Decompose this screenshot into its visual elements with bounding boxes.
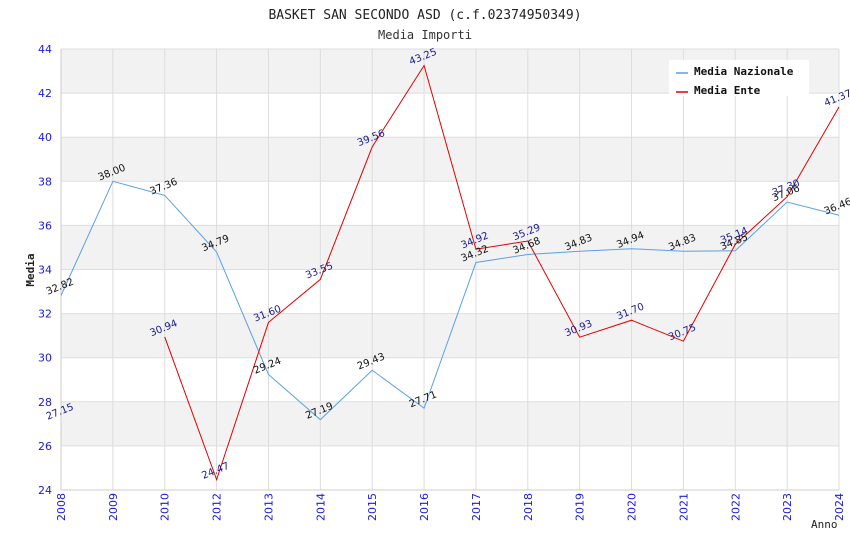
y-tick-label: 24: [38, 484, 52, 497]
x-tick-label: 2019: [574, 493, 587, 521]
band: [61, 269, 839, 314]
chart-subtitle: Media Importi: [378, 28, 472, 42]
x-tick-label: 2023: [781, 493, 794, 521]
x-axis-ticks: 2008 2009 2010 2012 2013 2014 2015 2016 2017 2018…: [55, 493, 846, 521]
x-tick-label: 2010: [159, 493, 172, 521]
chart-title: BASKET SAN SECONDO ASD (c.f.02374950349): [268, 8, 581, 23]
legend-label-media-ente: Media Ente: [694, 84, 761, 97]
x-axis-label: Anno: [811, 518, 838, 531]
x-tick-label: 2016: [418, 493, 431, 521]
y-axis-ticks: 24 26 28 30 32 34 36 38 40 42 44: [38, 43, 52, 497]
y-tick-label: 40: [38, 131, 52, 144]
band: [61, 445, 839, 490]
y-tick-label: 34: [38, 264, 52, 277]
y-tick-label: 28: [38, 396, 52, 409]
band: [61, 181, 839, 226]
x-tick-label: 2022: [729, 493, 742, 521]
y-tick-label: 38: [38, 175, 52, 188]
legend-box: [669, 60, 809, 96]
y-tick-label: 30: [38, 352, 52, 365]
y-axis-label: Media: [24, 253, 37, 286]
series-line-0: [60, 180, 840, 421]
y-tick-label: 42: [38, 87, 52, 100]
x-tick-label: 2008: [55, 493, 68, 521]
legend-label-media-nazionale: Media Nazionale: [694, 65, 794, 78]
gridlines: [60, 48, 840, 491]
x-tick-label: 2012: [211, 493, 224, 521]
y-tick-label: 32: [38, 308, 52, 321]
band: [61, 401, 839, 446]
band: [61, 357, 839, 402]
y-tick-label: 26: [38, 440, 52, 453]
x-tick-label: 2020: [626, 493, 639, 521]
x-tick-label: 2017: [470, 493, 483, 521]
plot-background: [61, 49, 839, 490]
x-tick-label: 2021: [677, 493, 690, 521]
y-tick-label: 36: [38, 219, 52, 232]
series-line-1: [164, 64, 840, 482]
x-tick-label: 2009: [107, 493, 120, 521]
series-group: [60, 64, 840, 482]
x-tick-label: 2018: [522, 493, 535, 521]
band: [61, 137, 839, 182]
x-tick-label: 2024: [833, 493, 846, 521]
band: [61, 225, 839, 270]
x-tick-label: 2015: [366, 493, 379, 521]
band: [61, 93, 839, 138]
legend: Media Nazionale Media Ente: [669, 60, 809, 97]
x-tick-label: 2014: [314, 493, 327, 521]
y-tick-label: 44: [38, 43, 52, 56]
x-tick-label: 2013: [262, 493, 275, 521]
